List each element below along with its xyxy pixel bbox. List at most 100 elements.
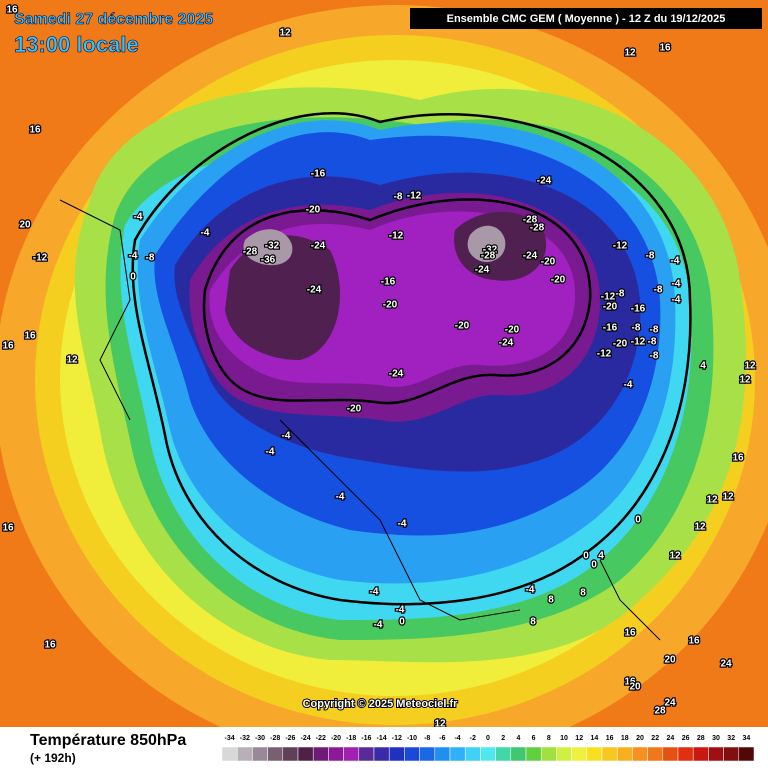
scale-label: -10 [407,735,417,742]
contour-label: -12 [389,231,404,242]
contour-label: 16 [2,523,14,534]
contour-label: -20 [541,257,556,268]
contour-label: -20 [613,339,628,350]
contour-label: -12 [407,191,422,202]
scale-swatch [708,746,724,762]
contour-label: 12 [624,48,636,59]
contour-label: -4 [672,295,681,306]
scale-swatch [464,746,481,762]
scale-swatch [540,746,557,762]
contour-label: -4 [336,492,345,503]
scale-swatch [221,746,238,762]
scale-swatch [282,746,299,762]
cold-core [243,229,293,266]
contour-label: -4 [672,279,681,290]
contour-label: -20 [347,404,362,415]
scale-label: -22 [316,735,326,742]
contour-label: 4 [700,361,706,372]
contour-label: -32 [265,241,280,252]
scale-label: 28 [697,735,705,742]
contour-label: 12 [694,522,706,533]
scale-swatch [601,746,618,762]
contour-label: -28 [481,251,496,262]
scale-swatch [434,746,451,762]
contour-label: 16 [2,341,14,352]
scale-label: -12 [392,735,402,742]
contour-label: -16 [603,323,618,334]
scale-swatch [449,746,466,762]
scale-swatch [677,746,694,762]
scale-label: -6 [439,735,445,742]
scale-swatch [662,746,679,762]
contour-label: 12 [739,375,751,386]
contour-label: -8 [654,285,663,296]
contour-label: 12 [279,28,291,39]
color-scale: -34 -32 -30 -28 -26 -24 -22 -20 -18 -16 -14 -12 -10-… [221,735,755,762]
contour-label: -24 [499,338,514,349]
contour-label: 0 [635,515,641,526]
scale-label: 30 [712,735,720,742]
contour-label: 12 [669,551,681,562]
contour-label: -12 [613,241,628,252]
parameter: Température 850hPa [30,732,186,749]
contour-label: -16 [311,169,326,180]
contour-label: -28 [530,223,545,234]
contour-label: 16 [688,636,700,647]
scale-swatch [480,746,496,762]
time: 13:00 locale [14,32,139,57]
scale-label: -28 [270,735,280,742]
contour-label: 12 [722,492,734,503]
scale-label: -2 [470,735,476,742]
scale-label: -30 [255,735,265,742]
scale-label: -14 [377,735,387,742]
scale-swatch [404,746,420,762]
contour-label: 16 [29,125,41,136]
contour-label: 16 [44,640,56,651]
scale-swatch [312,746,329,762]
contour-label: -20 [551,275,566,286]
scale-label: -26 [285,735,295,742]
scale-label: 32 [727,735,735,742]
contour-label: -4 [526,585,535,596]
scale-swatch [692,746,709,762]
contour-label: 8 [548,595,554,606]
contour-label: 28 [654,706,666,717]
contour-label: -4 [374,620,383,631]
scale-swatch [647,746,664,762]
scale-swatch [328,746,344,762]
scale-swatch [738,746,755,762]
contour-label: -24 [311,241,326,252]
scale-label: 6 [532,735,536,742]
contour-label: -8 [650,351,659,362]
contour-label: -8 [632,323,641,334]
contour-label: -4 [624,380,633,391]
contour-label: 0 [591,560,597,571]
contour-label: 16 [659,43,671,54]
scale-label: -8 [424,735,430,742]
contour-label: 16 [24,331,36,342]
contour-label: 24 [664,698,676,709]
contour-label: -8 [646,251,655,262]
contour-label: 0 [130,272,136,283]
contour-label: -4 [396,605,405,616]
scale-label: 16 [606,735,614,742]
contour-label: -36 [261,255,276,266]
contour-label: -12 [601,292,616,303]
contour-label: -28 [243,247,258,258]
scale-swatch [236,746,253,762]
contour-label: 24 [720,659,732,670]
scale-label: -24 [301,735,311,742]
scale-label: 2 [501,735,505,742]
scale-label: 18 [621,735,629,742]
contour-label: -24 [523,251,538,262]
scale-label: 4 [516,735,520,742]
contour-label: 16 [732,453,744,464]
contour-label: -4 [129,251,138,262]
scale-swatch [419,746,436,762]
model-box [410,8,762,29]
contour-label: -4 [282,431,291,442]
contour-label: -20 [455,321,470,332]
